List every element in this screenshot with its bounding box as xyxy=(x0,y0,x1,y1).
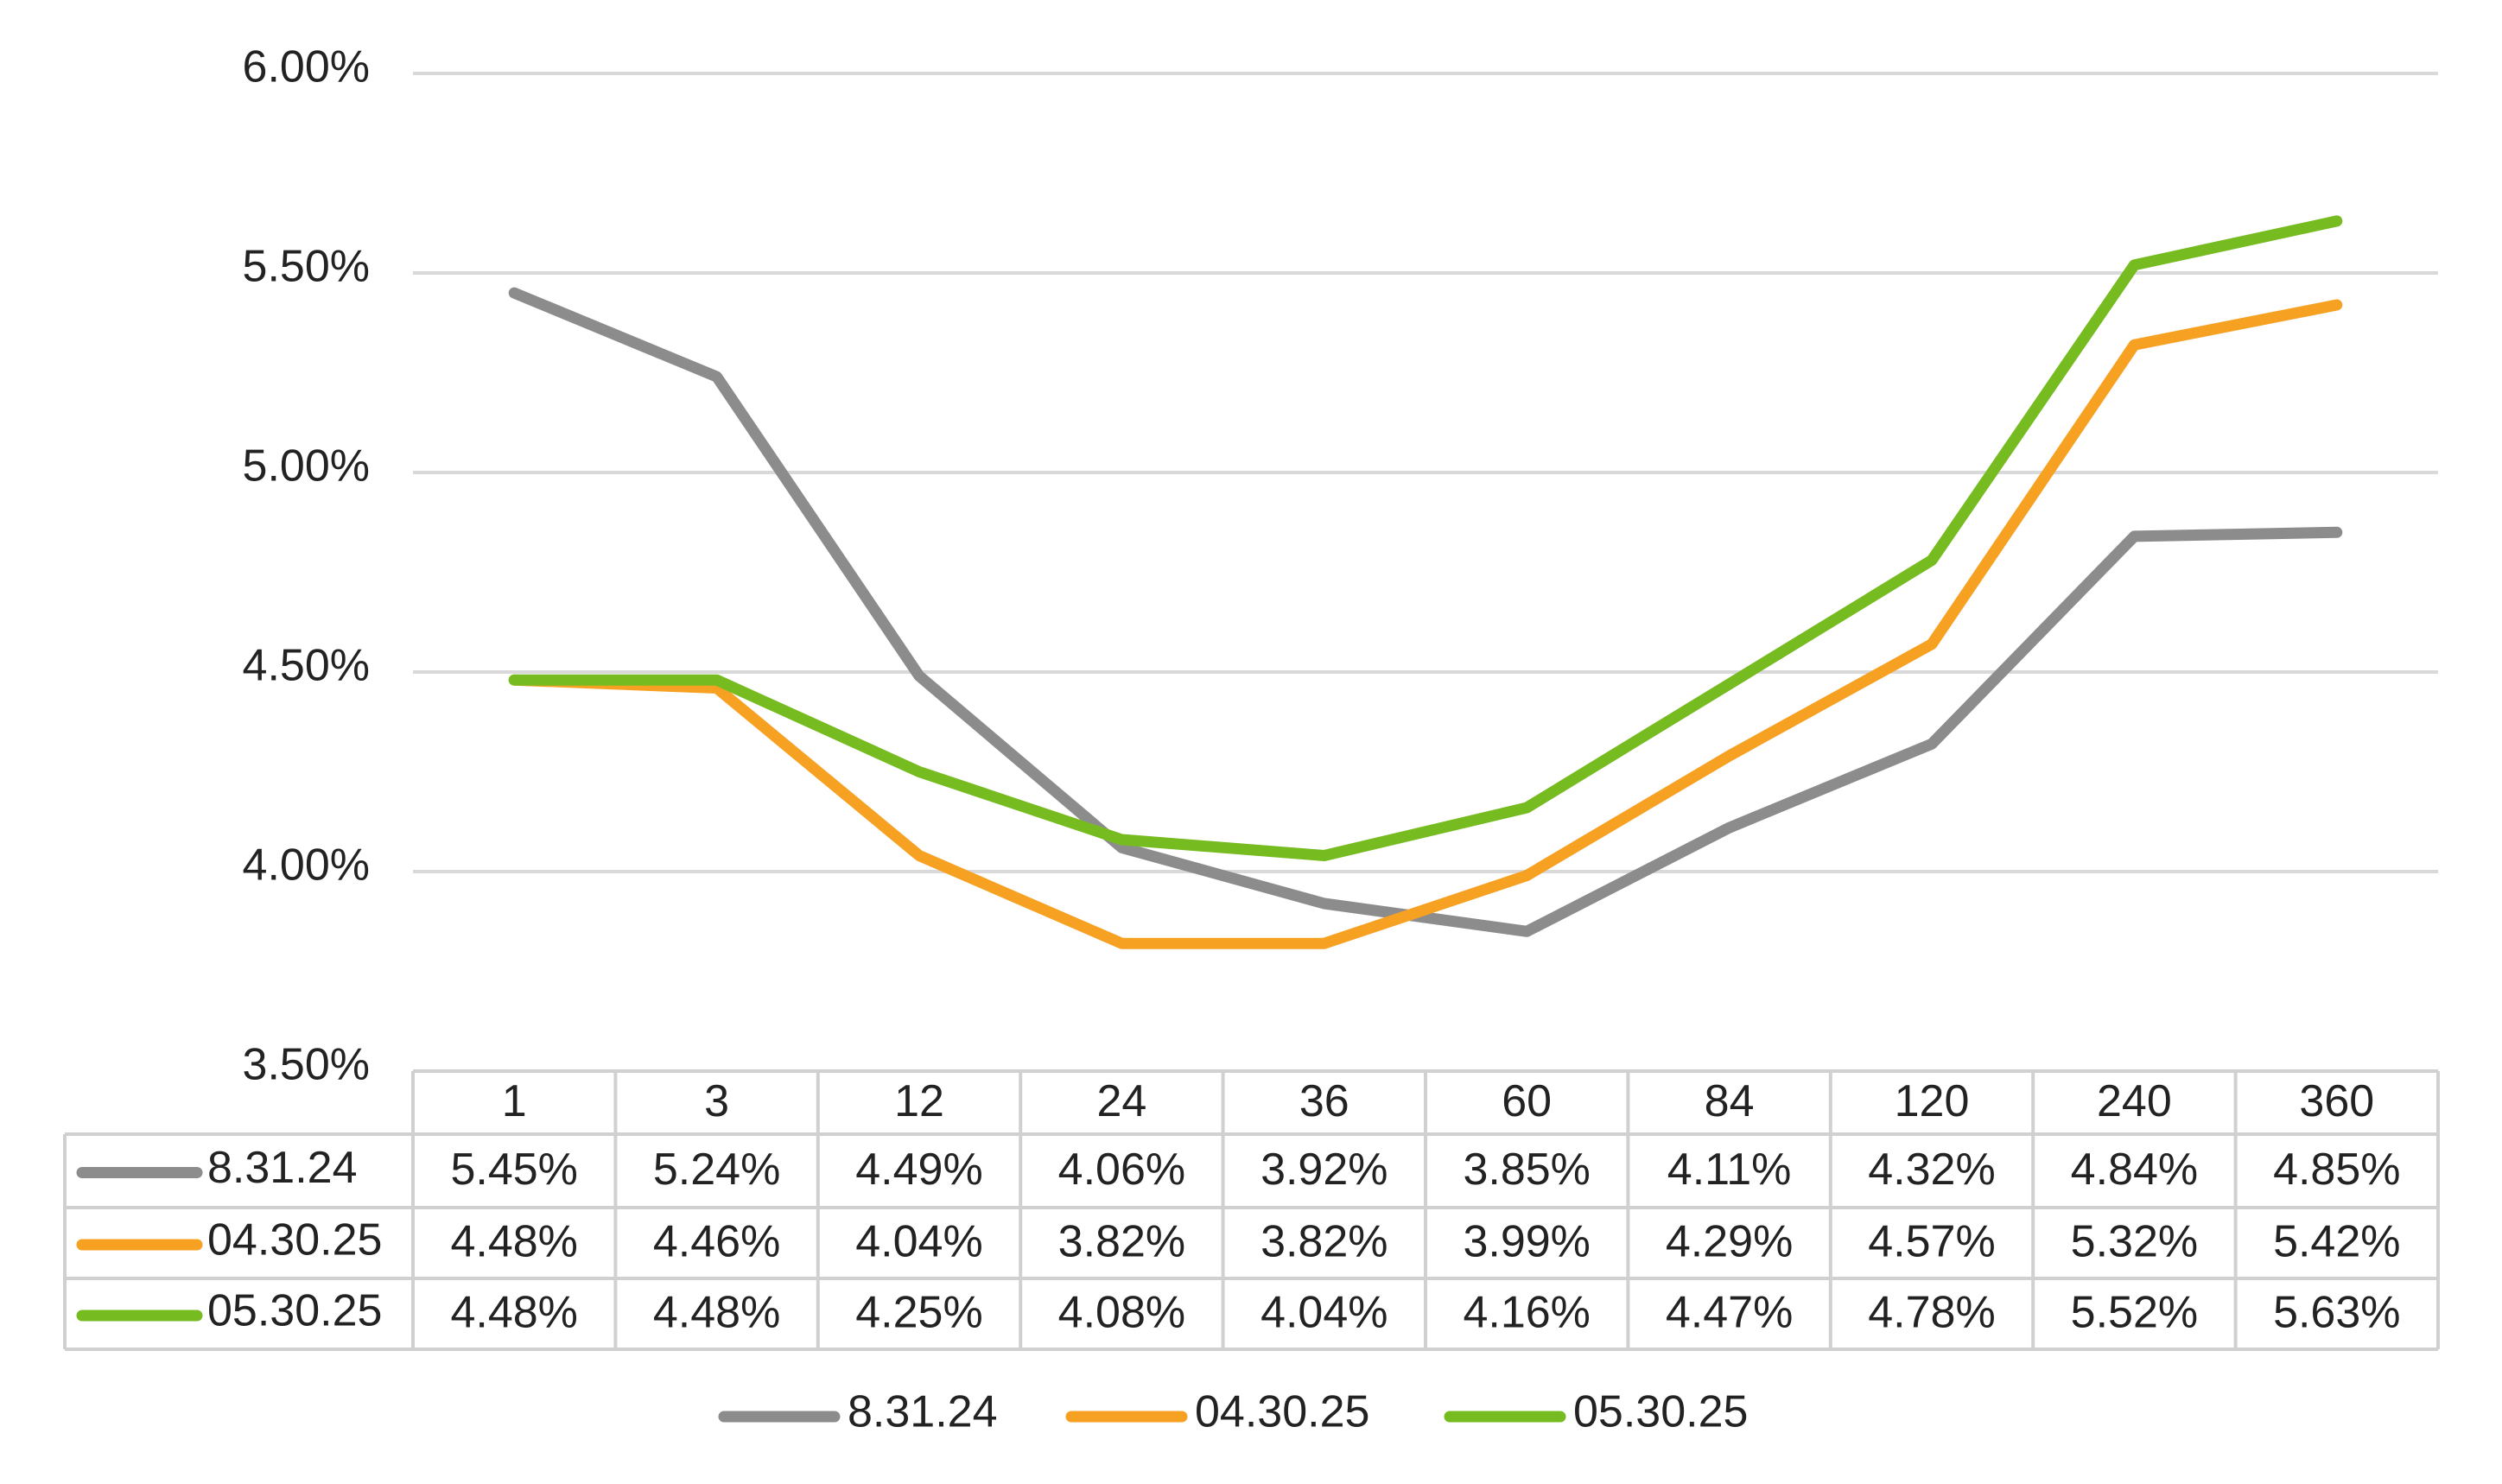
data-table-cell: 4.25% xyxy=(855,1288,982,1338)
series-line xyxy=(508,215,2343,861)
data-point xyxy=(1120,846,1124,850)
legend-label: 05.30.25 xyxy=(1573,1387,1748,1437)
x-tick-label: 120 xyxy=(1895,1076,1970,1126)
x-tick-label: 60 xyxy=(1502,1076,1552,1126)
data-point xyxy=(1322,942,1326,946)
data-table-cell: 4.48% xyxy=(450,1288,577,1338)
data-point xyxy=(1525,873,1529,878)
legend-label: 04.30.25 xyxy=(1195,1387,1369,1437)
data-table-cell: 4.84% xyxy=(2071,1145,2198,1195)
x-tick-label: 36 xyxy=(1299,1076,1349,1126)
data-table-cell: 3.82% xyxy=(1261,1217,1388,1267)
data-point xyxy=(1120,942,1124,946)
data-table-cell: 5.63% xyxy=(2273,1288,2400,1338)
series-line xyxy=(508,287,2343,937)
x-tick-label: 1 xyxy=(502,1076,527,1126)
data-table-cell: 5.42% xyxy=(2273,1217,2400,1267)
data-table-cell: 5.32% xyxy=(2071,1217,2198,1267)
table-series-label: 04.30.25 xyxy=(207,1215,382,1265)
data-point xyxy=(512,291,517,295)
data-point xyxy=(1930,742,1934,746)
data-point xyxy=(2132,534,2137,538)
data-point xyxy=(714,678,719,682)
data-point xyxy=(2334,530,2339,535)
data-table-cell: 4.11% xyxy=(1667,1145,1792,1195)
y-tick-label: 5.50% xyxy=(243,242,370,292)
data-table-cell: 4.46% xyxy=(653,1217,780,1267)
data-table-cell: 4.57% xyxy=(1868,1217,1995,1267)
data-table-cell: 4.48% xyxy=(653,1288,780,1338)
data-table-cell: 3.85% xyxy=(1463,1145,1590,1195)
data-point xyxy=(1322,901,1326,905)
data-point xyxy=(1120,838,1124,842)
data-table-cell: 4.49% xyxy=(855,1145,982,1195)
data-point xyxy=(714,375,719,379)
x-tick-label: 240 xyxy=(2097,1076,2172,1126)
data-table-cell: 4.04% xyxy=(1261,1288,1388,1338)
data-point xyxy=(1525,929,1529,934)
data-point xyxy=(918,674,921,678)
y-tick-label: 3.50% xyxy=(243,1040,370,1090)
data-table-cell: 4.29% xyxy=(1666,1217,1793,1267)
data-table-cell: 4.78% xyxy=(1868,1288,1995,1338)
data-table-cell: 4.48% xyxy=(450,1217,577,1267)
data-table-cell: 4.85% xyxy=(2273,1145,2400,1195)
data-point xyxy=(1930,558,1934,562)
data-table-cell: 4.16% xyxy=(1463,1288,1590,1338)
data-table-cell: 4.32% xyxy=(1868,1145,1995,1195)
x-tick-label: 24 xyxy=(1096,1076,1146,1126)
data-table-cell: 3.92% xyxy=(1261,1145,1388,1195)
x-tick-label: 12 xyxy=(894,1076,944,1126)
y-tick-label: 4.50% xyxy=(243,641,370,691)
data-point xyxy=(918,853,921,858)
data-table-cell: 5.24% xyxy=(653,1145,780,1195)
data-point xyxy=(1322,853,1326,858)
x-tick-label: 3 xyxy=(704,1076,729,1126)
data-point xyxy=(1525,806,1529,810)
data-table-cell: 4.04% xyxy=(855,1217,982,1267)
data-table-cell: 5.45% xyxy=(450,1145,577,1195)
data-point xyxy=(1727,682,1731,686)
data-point xyxy=(1930,642,1934,646)
data-table-cell: 4.06% xyxy=(1058,1145,1185,1195)
data-table-cell: 3.82% xyxy=(1058,1217,1185,1267)
x-tick-label: 84 xyxy=(1705,1076,1755,1126)
data-point xyxy=(2132,343,2137,347)
table-series-label: 05.30.25 xyxy=(207,1286,382,1336)
data-point xyxy=(714,686,719,690)
table-series-label: 8.31.24 xyxy=(207,1143,358,1193)
data-point xyxy=(2334,219,2339,223)
data-table-cell: 4.47% xyxy=(1666,1288,1793,1338)
y-tick-label: 5.00% xyxy=(243,441,370,491)
data-table-cell: 5.52% xyxy=(2071,1288,2198,1338)
legend-label: 8.31.24 xyxy=(848,1387,998,1437)
data-point xyxy=(2334,302,2339,307)
data-point xyxy=(918,770,921,774)
data-point xyxy=(1727,754,1731,758)
data-point xyxy=(2132,263,2137,267)
data-table-cell: 3.99% xyxy=(1463,1217,1590,1267)
y-tick-label: 4.00% xyxy=(243,840,370,891)
x-tick-label: 360 xyxy=(2299,1076,2374,1126)
data-point xyxy=(512,678,517,682)
series-line xyxy=(508,299,2343,949)
data-table-cell: 4.08% xyxy=(1058,1288,1185,1338)
data-point xyxy=(1727,826,1731,830)
y-tick-label: 6.00% xyxy=(243,42,370,92)
